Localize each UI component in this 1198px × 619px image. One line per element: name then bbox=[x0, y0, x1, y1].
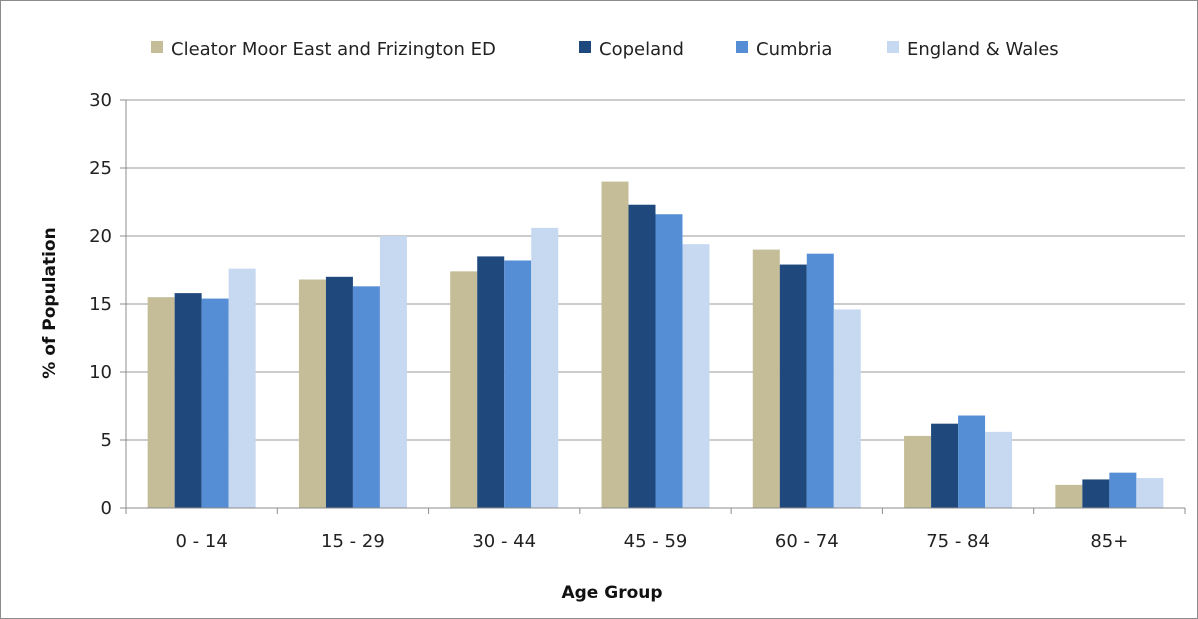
bar bbox=[1136, 478, 1164, 508]
legend-swatch bbox=[736, 41, 748, 53]
bar bbox=[682, 244, 710, 508]
bar bbox=[504, 260, 532, 508]
bar bbox=[958, 415, 986, 508]
y-tick-label: 20 bbox=[89, 226, 112, 247]
bar bbox=[752, 249, 780, 508]
x-tick-label: 0 - 14 bbox=[175, 531, 227, 552]
bar bbox=[601, 181, 629, 508]
y-tick-label: 30 bbox=[89, 90, 112, 111]
bar bbox=[833, 309, 861, 508]
legend-swatch bbox=[887, 41, 899, 53]
y-tick-label: 5 bbox=[101, 430, 112, 451]
legend-label: Cumbria bbox=[756, 39, 832, 60]
x-axis-title: Age Group bbox=[561, 583, 662, 603]
bar bbox=[628, 204, 656, 508]
y-tick-labels: 0 5 10 15 20 25 30 bbox=[89, 90, 112, 519]
x-tick-label: 15 - 29 bbox=[321, 531, 385, 552]
bar bbox=[931, 423, 959, 508]
axes bbox=[120, 99, 1186, 514]
bar bbox=[228, 268, 256, 508]
y-tick-label: 10 bbox=[89, 362, 112, 383]
bar bbox=[904, 435, 932, 508]
bar bbox=[1082, 479, 1110, 508]
bar bbox=[201, 298, 229, 508]
bar bbox=[985, 431, 1013, 508]
bar bbox=[806, 253, 834, 508]
legend-swatch bbox=[579, 41, 591, 53]
bar bbox=[147, 297, 175, 508]
bar bbox=[325, 276, 353, 508]
y-tick-label: 0 bbox=[101, 498, 112, 519]
y-axis-title: % of Population bbox=[40, 227, 60, 378]
bars bbox=[147, 181, 1164, 509]
bar bbox=[477, 256, 505, 508]
legend-label: Cleator Moor East and Frizington ED bbox=[171, 39, 496, 60]
bar bbox=[1109, 472, 1137, 508]
y-tick-label: 25 bbox=[89, 158, 112, 179]
bar bbox=[531, 227, 559, 508]
bar bbox=[655, 214, 683, 509]
bar bbox=[174, 293, 202, 508]
bar bbox=[1055, 484, 1083, 508]
x-tick-label: 60 - 74 bbox=[775, 531, 839, 552]
legend-label: England & Wales bbox=[907, 39, 1059, 60]
bar bbox=[379, 236, 407, 508]
bar bbox=[450, 271, 478, 508]
x-tick-label: 85+ bbox=[1090, 531, 1128, 552]
bar bbox=[779, 264, 807, 508]
x-tick-label: 75 - 84 bbox=[926, 531, 990, 552]
legend: Cleator Moor East and Frizington ED Copel… bbox=[151, 39, 1059, 60]
x-tick-label: 30 - 44 bbox=[472, 531, 536, 552]
bar bbox=[298, 279, 326, 508]
y-tick-label: 15 bbox=[89, 294, 112, 315]
legend-swatch bbox=[151, 41, 163, 53]
x-tick-labels: 0 - 14 15 - 29 30 - 44 45 - 59 60 - 74 75 - 8… bbox=[175, 531, 1128, 552]
bar bbox=[352, 286, 380, 508]
x-tick-label: 45 - 59 bbox=[624, 531, 688, 552]
legend-label: Copeland bbox=[599, 39, 684, 60]
